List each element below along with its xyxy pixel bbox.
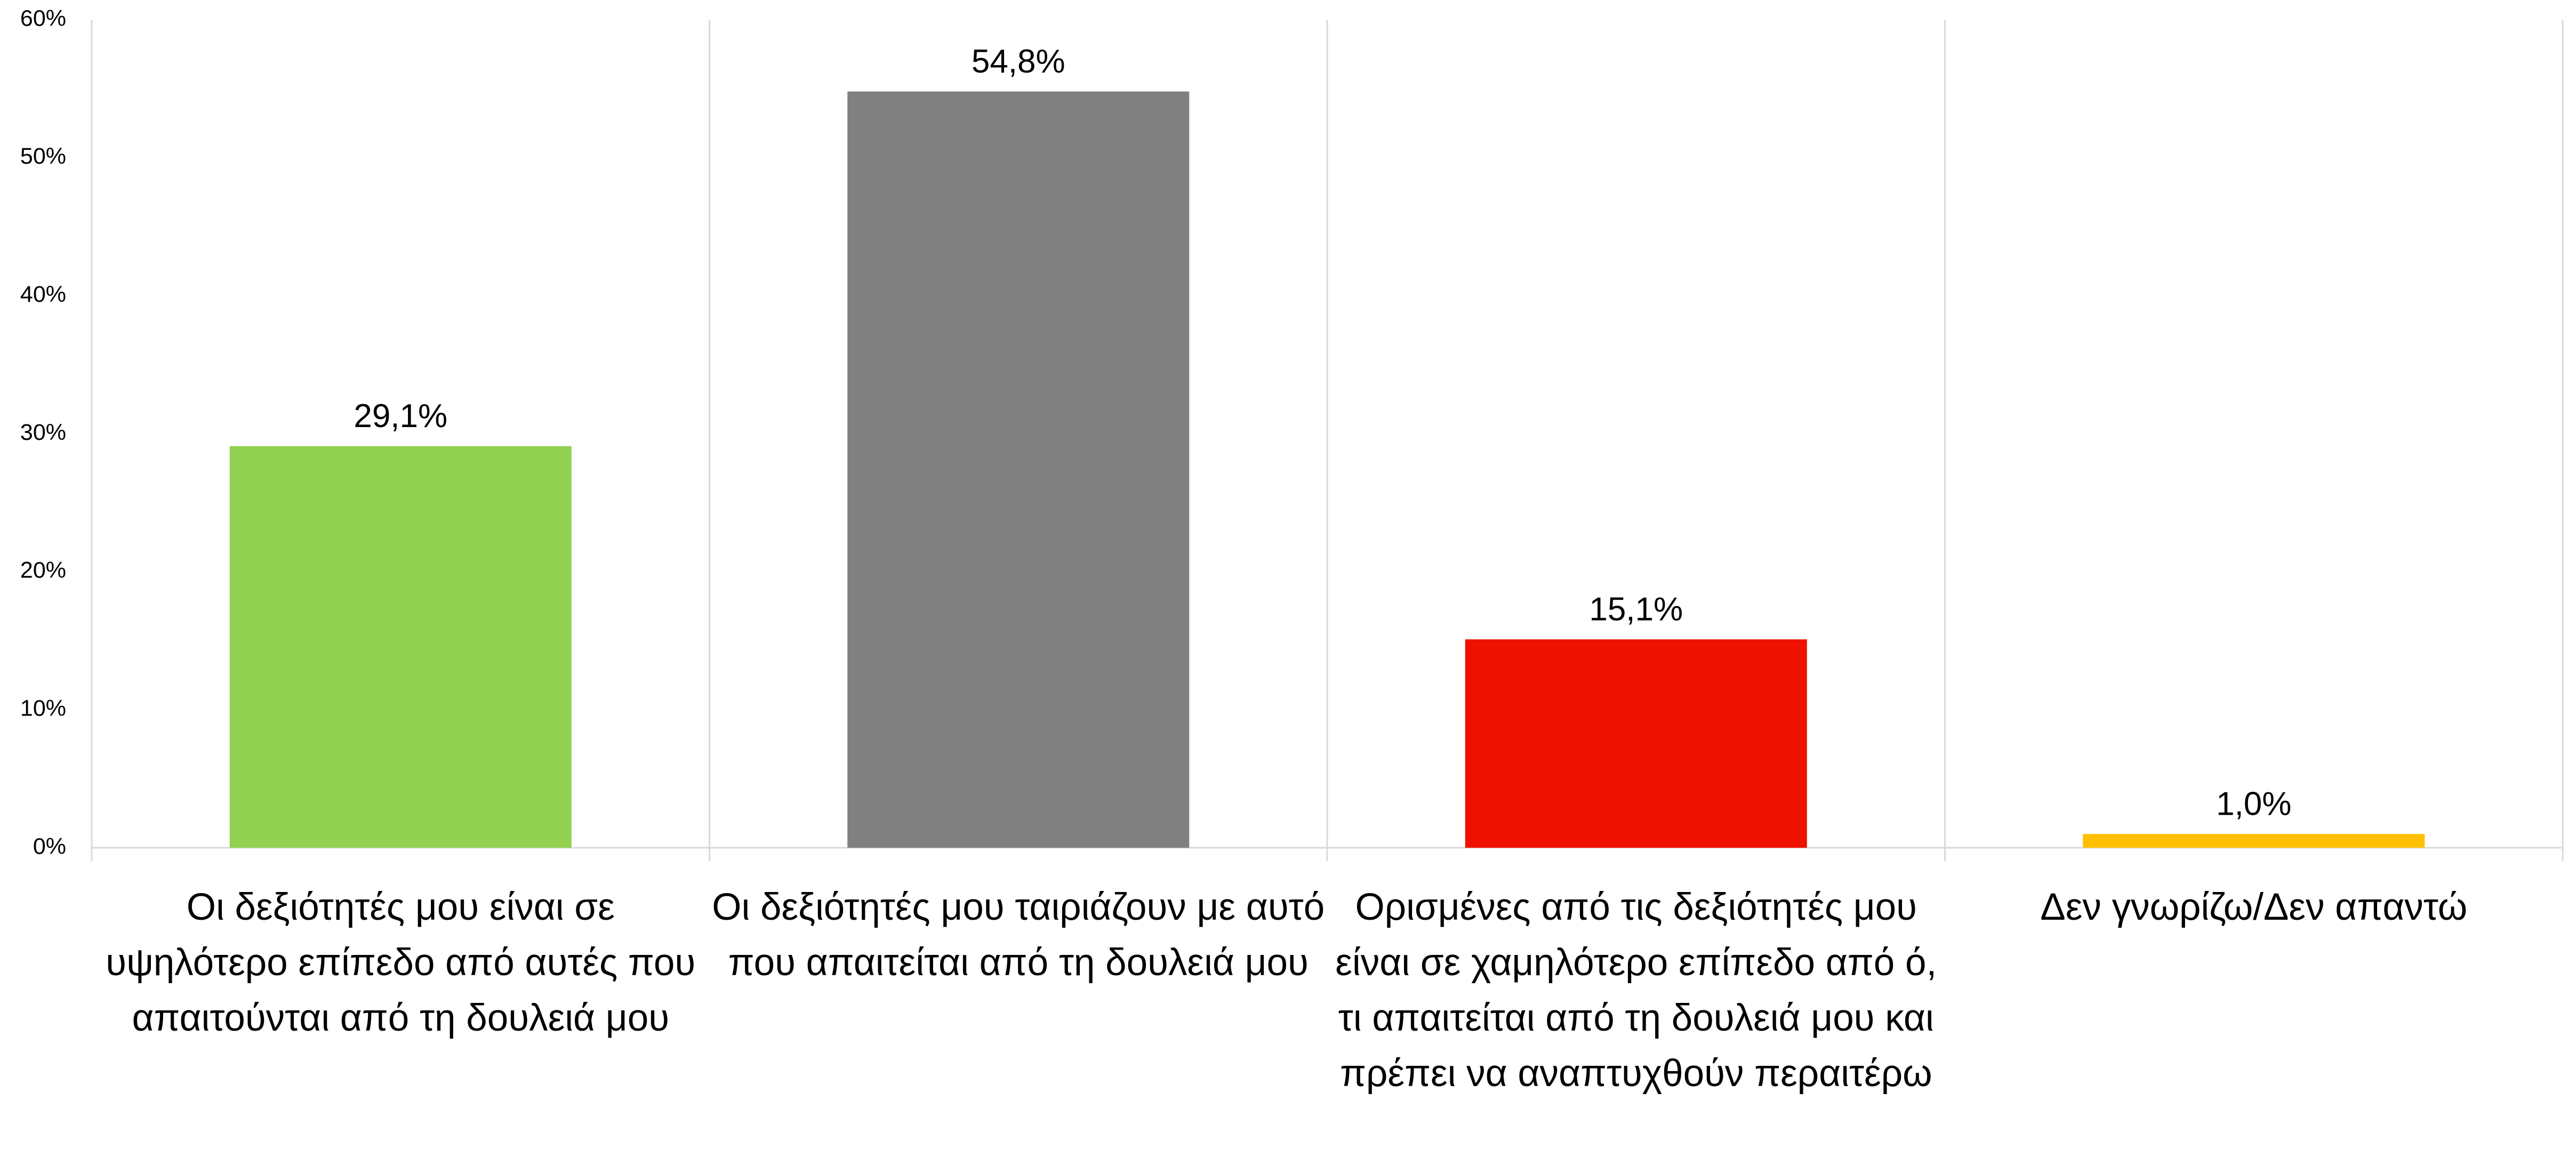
y-tick-label: 30% — [20, 420, 66, 445]
y-tick-label: 20% — [20, 558, 66, 583]
value-label: 29,1% — [354, 398, 447, 435]
y-tick-label: 10% — [20, 696, 66, 721]
y-tick-label: 60% — [20, 5, 66, 31]
value-label: 54,8% — [972, 43, 1065, 80]
x-tick-label: Δεν γνωρίζω/Δεν απαντώ — [2040, 886, 2468, 928]
x-tick-label: Οι δεξιότητές μου είναι σε υψηλότερο επί… — [106, 886, 706, 1039]
bar — [229, 446, 572, 848]
bar — [2083, 834, 2425, 848]
x-tick-label: Οι δεξιότητές μου ταιριάζουν με αυτό που… — [712, 886, 1335, 984]
y-tick-label: 40% — [20, 282, 66, 307]
value-label: 15,1% — [1589, 591, 1683, 628]
x-tick-label: Ορισμένες από τις δεξιότητές μου είναι σ… — [1335, 886, 1955, 1095]
y-tick-label: 0% — [33, 833, 66, 859]
bar — [847, 91, 1190, 848]
bar — [1465, 639, 1807, 848]
value-label: 1,0% — [2216, 785, 2291, 822]
y-tick-label: 50% — [20, 143, 66, 169]
